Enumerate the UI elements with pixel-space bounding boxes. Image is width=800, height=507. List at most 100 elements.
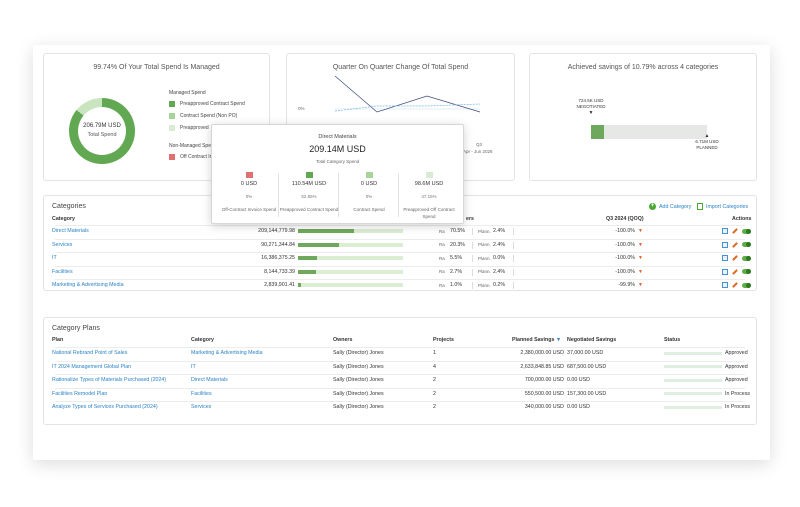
category-link[interactable]: IT — [52, 255, 57, 261]
tooltip-column-pct: 52.85% — [301, 194, 317, 199]
ra-label: Ra — [439, 269, 445, 274]
category-link[interactable]: Direct Materials — [52, 228, 89, 234]
ra-value: 20.3% — [450, 241, 466, 248]
legend-item-off-contract[interactable]: Off Contract In — [169, 154, 212, 160]
tooltip-divider — [398, 173, 399, 217]
plan-link[interactable]: Rationalize Types of Materials Purchased… — [52, 377, 167, 383]
plan-negotiated-savings: 687,500.00 USD — [567, 363, 607, 370]
qoq-value: -100.0% — [615, 241, 635, 248]
category-spend-bar-fill — [298, 283, 302, 287]
plan-projects: 4 — [433, 363, 436, 370]
toggle-icon[interactable] — [742, 255, 751, 261]
plan-link[interactable]: IT 2024 Management Global Plan — [52, 363, 132, 370]
managed-legend-header: Managed Spend — [169, 90, 206, 96]
quarter-line-chart[interactable] — [287, 54, 516, 182]
col-others[interactable]: ers — [466, 216, 474, 222]
toggle-icon[interactable] — [742, 282, 751, 288]
tooltip-column-value: 98.6M USD — [414, 181, 444, 187]
calendar-icon[interactable] — [722, 241, 728, 248]
plan-category-link[interactable]: Marketing & Advertising Media — [191, 350, 263, 356]
plan-status: Approved — [725, 350, 748, 356]
tooltip-column-name: Preapproved Contract Spend — [279, 207, 339, 212]
category-spend-bar — [298, 283, 403, 287]
calendar-icon[interactable] — [722, 268, 728, 275]
col-actions: Actions — [732, 216, 752, 222]
col-status[interactable]: Status — [664, 337, 681, 343]
toggle-icon[interactable] — [742, 269, 751, 274]
category-spend-bar — [298, 256, 403, 260]
category-link[interactable]: Services — [52, 241, 73, 248]
non-managed-legend-header: Non-Managed Spe — [169, 143, 211, 149]
ra-label: Ra — [439, 228, 445, 234]
edit-icon[interactable] — [732, 282, 738, 288]
legend-item-preapproved-contract[interactable]: Preapproved Contract Spend — [169, 101, 245, 107]
col-separator — [472, 255, 473, 262]
category-link[interactable]: Facilities — [52, 268, 73, 275]
edit-icon[interactable] — [732, 228, 738, 234]
managed-spend-panel: 99.74% Of Your Total Spend Is Managed 20… — [43, 53, 270, 181]
spend-donut-chart[interactable]: 206.79M USD Total Spend — [69, 98, 135, 164]
qoq-value: -100.0% — [615, 255, 635, 261]
category-link[interactable]: Marketing & Advertising Media — [52, 282, 124, 288]
ra-value: 1.0% — [450, 282, 463, 288]
toggle-icon[interactable] — [742, 242, 751, 247]
add-category-button[interactable]: + Add Category — [649, 203, 692, 210]
plan-category-link[interactable]: Direct Materials — [191, 377, 228, 383]
col-q3-qoq[interactable]: Q3 2024 (QOQ) — [606, 216, 644, 222]
edit-icon[interactable] — [732, 255, 738, 261]
category-spend-bar-fill — [298, 256, 317, 260]
ra-label: Ra — [439, 242, 445, 247]
plan-link[interactable]: Analyze Types of Services Purchased (202… — [52, 404, 158, 410]
row-divider — [55, 279, 745, 280]
plan-link[interactable]: Facilities Remodel Plan — [52, 390, 108, 397]
col-separator — [472, 241, 473, 249]
plan-label: Plann. — [478, 269, 491, 274]
tooltip-column-name: Preapproved Off Contract Spend — [403, 207, 455, 219]
plan-owner: Sally (Director) Jones — [333, 404, 384, 410]
col-projects[interactable]: Projects — [433, 337, 454, 343]
import-icon — [697, 203, 703, 210]
col-category[interactable]: Category — [52, 216, 75, 222]
qoq-value: -99.9% — [618, 282, 635, 288]
col-owners[interactable]: Owners — [333, 337, 353, 343]
plan-link[interactable]: National Rebrand Point of Sales — [52, 350, 128, 356]
category-spend-bar — [298, 242, 403, 247]
trend-down-icon: ▼ — [638, 241, 643, 248]
col-separator — [513, 228, 514, 235]
legend-item-contract-non-po[interactable]: Contract Spend (Non PO) — [169, 113, 237, 119]
tooltip-value: 209.14M USD — [309, 144, 366, 154]
zero-axis-label: 0% — [298, 106, 305, 111]
tooltip-divider — [278, 173, 279, 217]
plan-category-link[interactable]: Services — [191, 404, 212, 410]
tooltip-column-name: Contract Spend — [353, 207, 385, 212]
status-progress-bar — [664, 378, 722, 382]
plan-negotiated-savings: 0.00 USD — [567, 377, 590, 383]
row-divider — [55, 265, 745, 267]
edit-icon[interactable] — [732, 268, 738, 275]
plan-planned-savings: 340,000.00 USD — [524, 404, 564, 410]
legend-item-preapproved[interactable]: Preapproved — [169, 125, 209, 131]
plan-negotiated-savings: 157,300.00 USD — [567, 390, 607, 397]
col-planned-savings[interactable]: Planned Savings ▼ — [512, 337, 562, 343]
plan-category-link[interactable]: IT — [191, 363, 196, 370]
calendar-icon[interactable] — [722, 228, 728, 234]
tooltip-divider — [338, 173, 339, 217]
col-separator — [513, 268, 514, 276]
trend-down-icon: ▼ — [638, 255, 643, 261]
calendar-icon[interactable] — [722, 282, 728, 288]
toggle-icon[interactable] — [742, 228, 751, 234]
col-negotiated-savings[interactable]: Negotiated Savings — [567, 337, 617, 343]
plan-projects: 2 — [433, 404, 436, 410]
col-plan-category[interactable]: Category — [191, 337, 214, 343]
qoq-value: -100.0% — [615, 228, 635, 234]
plan-value: 2.4% — [493, 268, 506, 275]
row-actions — [722, 241, 751, 248]
plan-negotiated-savings: 37,000.00 USD — [567, 350, 604, 356]
category-spend: 90,271,344.84 — [261, 241, 295, 248]
plan-category-link[interactable]: Facilities — [191, 390, 212, 397]
import-categories-button[interactable]: Import Categories — [697, 203, 748, 210]
col-plan[interactable]: Plan — [52, 337, 64, 343]
calendar-icon[interactable] — [722, 255, 728, 261]
edit-icon[interactable] — [732, 241, 738, 248]
row-divider — [55, 401, 745, 402]
